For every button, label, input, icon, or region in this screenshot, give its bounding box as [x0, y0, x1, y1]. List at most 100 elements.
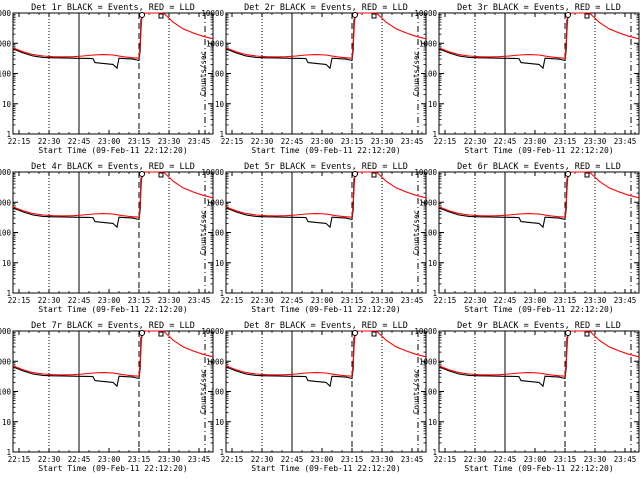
x-axis-label: Start Time (09-Feb-11 22:12:20) [38, 305, 187, 314]
y-tick-label: 10 [215, 259, 225, 268]
y-tick-label: 1000 [206, 357, 225, 366]
y-tick-label: 1 [432, 289, 437, 298]
y-tick-label: 10000 [201, 168, 224, 177]
y-tick-label: 10 [215, 418, 225, 427]
saturation-marker [371, 13, 377, 19]
x-tick-label: 23:15 [554, 455, 577, 464]
series-lld [225, 171, 427, 218]
saturation-marker [139, 330, 145, 336]
y-axis-label: Counts/sec [412, 369, 421, 414]
x-tick-label: 22:45 [68, 296, 91, 305]
panel-7: Det 7r BLACK = Events, RED = LLD 1 10 100 10… [0, 321, 214, 473]
saturation-marker [158, 172, 164, 178]
y-tick-label: 10 [2, 418, 12, 427]
y-tick-label: 1 [432, 448, 437, 457]
x-tick-label: 22:15 [221, 137, 244, 146]
x-tick-label: 22:45 [494, 296, 517, 305]
y-tick-label: 100 [0, 70, 11, 79]
y-tick-label: 100 [210, 388, 224, 397]
y-tick-label: 10000 [414, 168, 437, 177]
y-tick-label: 10000 [0, 168, 11, 177]
x-tick-label: 22:15 [221, 455, 244, 464]
x-tick-label: 23:00 [524, 137, 547, 146]
x-tick-label: 23:30 [158, 455, 181, 464]
y-tick-label: 100 [423, 388, 437, 397]
x-tick-label: 22:15 [8, 296, 31, 305]
y-axis-label: Counts/sec [199, 210, 208, 255]
y-tick-label: 1000 [419, 39, 438, 48]
series-lld [438, 330, 640, 377]
y-tick-label: 1000 [0, 198, 11, 207]
saturation-marker [584, 331, 590, 337]
y-tick-label: 100 [0, 229, 11, 238]
y-tick-label: 1 [6, 130, 11, 139]
x-tick-label: 22:15 [8, 455, 31, 464]
x-axis-label: Start Time (09-Feb-11 22:12:20) [251, 146, 400, 155]
saturation-marker [158, 13, 164, 19]
y-tick-label: 10000 [201, 327, 224, 336]
y-tick-label: 1000 [0, 357, 11, 366]
saturation-marker [584, 172, 590, 178]
y-tick-label: 10 [2, 100, 12, 109]
series-lld [12, 330, 214, 377]
saturation-marker [139, 171, 145, 177]
panel-title: Det 5r BLACK = Events, RED = LLD [244, 162, 408, 172]
x-tick-label: 22:45 [281, 455, 304, 464]
x-axis-label: Start Time (09-Feb-11 22:12:20) [464, 464, 613, 473]
panel-title: Det 8r BLACK = Events, RED = LLD [244, 321, 408, 331]
x-tick-label: 22:45 [281, 137, 304, 146]
x-tick-label: 23:15 [128, 455, 151, 464]
x-tick-label: 22:15 [434, 455, 457, 464]
saturation-marker [371, 172, 377, 178]
y-axis-label: Counts/sec [412, 210, 421, 255]
panel-1: Det 1r BLACK = Events, RED = LLD 1 10 100 10… [0, 3, 214, 155]
x-tick-label: 22:30 [464, 137, 487, 146]
panel-6: Det 6r BLACK = Events, RED = LLD 1 10 100 10… [412, 162, 640, 314]
y-tick-label: 1000 [419, 198, 438, 207]
y-tick-label: 100 [0, 388, 11, 397]
panel-8: Det 8r BLACK = Events, RED = LLD 1 10 100 10… [199, 321, 427, 473]
series-lld [438, 171, 640, 218]
x-tick-label: 23:15 [128, 137, 151, 146]
panel-title: Det 1r BLACK = Events, RED = LLD [31, 3, 195, 13]
saturation-marker [565, 330, 571, 336]
panel-2: Det 2r BLACK = Events, RED = LLD 1 10 100 10… [199, 3, 427, 155]
x-tick-label: 23:00 [524, 296, 547, 305]
y-tick-label: 10 [2, 259, 12, 268]
x-tick-label: 23:30 [584, 137, 607, 146]
y-tick-label: 100 [210, 70, 224, 79]
x-tick-label: 23:45 [401, 137, 424, 146]
x-tick-label: 22:45 [494, 455, 517, 464]
x-axis-label: Start Time (09-Feb-11 22:12:20) [464, 146, 613, 155]
x-tick-label: 22:15 [8, 137, 31, 146]
x-tick-label: 22:30 [251, 137, 274, 146]
series-lld [225, 330, 427, 377]
y-tick-label: 10000 [414, 9, 437, 18]
y-tick-label: 1 [6, 289, 11, 298]
saturation-marker [352, 12, 358, 18]
x-tick-label: 22:30 [464, 455, 487, 464]
series-lld [12, 12, 214, 59]
panel-title: Det 6r BLACK = Events, RED = LLD [457, 162, 621, 172]
x-tick-label: 23:15 [128, 296, 151, 305]
x-tick-label: 22:45 [68, 455, 91, 464]
panel-4: Det 4r BLACK = Events, RED = LLD 1 10 100 10… [0, 162, 214, 314]
saturation-marker [352, 330, 358, 336]
x-tick-label: 22:45 [494, 137, 517, 146]
series-lld [12, 171, 214, 218]
y-tick-label: 10 [428, 100, 438, 109]
x-tick-label: 22:30 [251, 455, 274, 464]
x-tick-label: 23:30 [371, 296, 394, 305]
x-tick-label: 23:00 [98, 296, 121, 305]
panel-3: Det 3r BLACK = Events, RED = LLD 1 10 100 10… [412, 3, 640, 155]
y-tick-label: 10000 [0, 9, 11, 18]
saturation-marker [371, 331, 377, 337]
y-axis-label: Counts/sec [199, 369, 208, 414]
x-tick-label: 23:30 [584, 455, 607, 464]
panel-title: Det 2r BLACK = Events, RED = LLD [244, 3, 408, 13]
y-tick-label: 1 [219, 289, 224, 298]
panel-title: Det 3r BLACK = Events, RED = LLD [457, 3, 621, 13]
panel-title: Det 9r BLACK = Events, RED = LLD [457, 321, 621, 331]
x-tick-label: 23:00 [311, 137, 334, 146]
